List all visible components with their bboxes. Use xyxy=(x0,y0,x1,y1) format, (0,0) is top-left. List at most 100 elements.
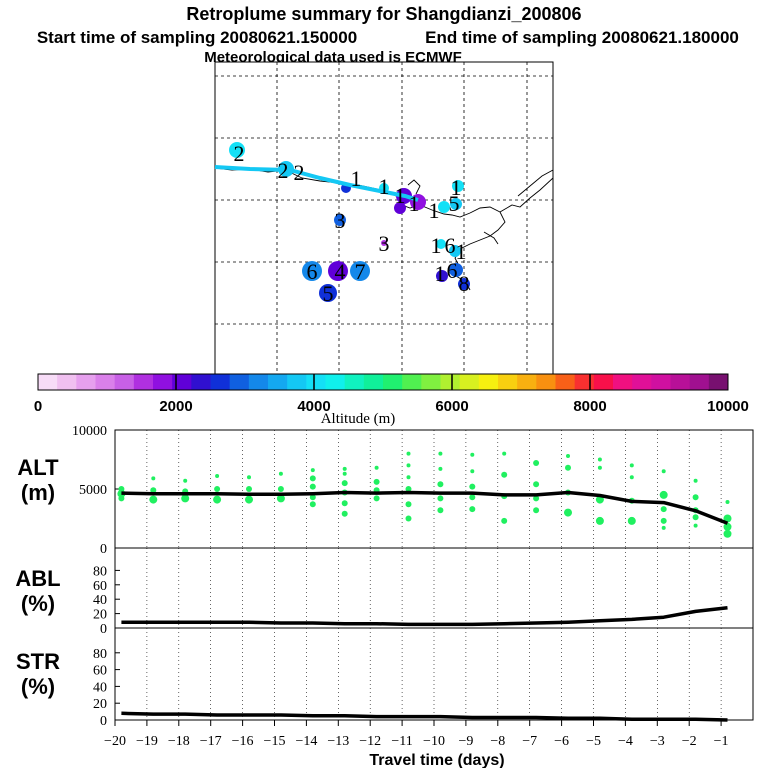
colorbar-cell xyxy=(593,374,614,390)
altitude-point xyxy=(660,517,667,524)
x-tick-label: −1 xyxy=(714,734,729,749)
colorbar-cell xyxy=(421,374,441,390)
main-title: Retroplume summary for Shangdianzi_20080… xyxy=(186,4,581,24)
x-tick-label: −7 xyxy=(522,734,537,749)
center-trajectory xyxy=(214,165,419,202)
map-number-label: 1 xyxy=(451,175,462,200)
altitude-point xyxy=(437,495,444,502)
colorbar-cell xyxy=(153,374,173,390)
altitude-point xyxy=(627,516,636,525)
altitude-point xyxy=(469,506,476,513)
altitude-point xyxy=(246,486,252,492)
colorbar-cell xyxy=(363,374,384,390)
coastline xyxy=(517,169,554,197)
y-tick-label: 20 xyxy=(93,608,107,623)
altitude-point xyxy=(469,483,476,490)
altitude-point xyxy=(723,522,732,531)
altitude-point xyxy=(309,483,316,490)
plume-dot xyxy=(319,284,337,302)
x-tick-label: −17 xyxy=(200,734,222,749)
altitude-point xyxy=(470,469,475,474)
altitude-point xyxy=(533,460,540,466)
map-number-label: 6 xyxy=(307,259,318,284)
altitude-point xyxy=(342,471,347,476)
str-panel-unit: (%) xyxy=(21,674,55,699)
map-frame xyxy=(214,61,554,375)
x-tick-label: −9 xyxy=(458,734,473,749)
colorbar-cell xyxy=(57,374,77,390)
altitude-point xyxy=(276,494,285,503)
altitude-point xyxy=(692,494,699,501)
plume-dots xyxy=(229,142,470,302)
colorbar-tick-label: 2000 xyxy=(159,398,192,415)
altitude-point xyxy=(247,475,251,480)
colorbar-cell xyxy=(210,374,231,390)
plume-dot xyxy=(438,201,450,213)
y-tick-label: 0 xyxy=(100,622,107,637)
x-tick-label: −8 xyxy=(490,734,505,749)
altitude-point xyxy=(693,478,698,483)
colorbar-cell xyxy=(651,374,671,390)
plume-dot xyxy=(229,142,245,158)
colorbar-cell xyxy=(517,374,537,390)
altitude-point xyxy=(278,471,283,476)
map-number-label: 8 xyxy=(459,271,470,296)
altitude-point xyxy=(660,506,667,513)
y-tick-label: 0 xyxy=(100,714,107,729)
altitude-point xyxy=(309,475,316,482)
altitude-point xyxy=(405,515,412,522)
colorbar-tick-label: 0 xyxy=(34,398,42,415)
y-tick-label: 20 xyxy=(93,697,107,712)
altitude-point xyxy=(629,463,634,468)
altitude-point xyxy=(214,486,221,492)
y-tick-label: 40 xyxy=(93,680,107,695)
plume-dot xyxy=(381,240,387,246)
altitude-point xyxy=(118,495,125,502)
plume-dot xyxy=(302,261,322,281)
altitude-point xyxy=(470,452,475,457)
colorbar-cell xyxy=(498,374,518,390)
altitude-point xyxy=(438,466,443,471)
altitude-point xyxy=(406,475,411,480)
alt-panel-unit: (m) xyxy=(21,480,55,505)
x-tick-label: −6 xyxy=(554,734,569,749)
altitude-point xyxy=(565,464,571,471)
altitude-point xyxy=(723,529,732,538)
colorbar-tick-label: 4000 xyxy=(297,398,330,415)
x-tick-label: −20 xyxy=(104,734,126,749)
colorbar-cells xyxy=(38,374,729,390)
colorbar-cell xyxy=(191,374,211,390)
map-number-label: 1 xyxy=(379,174,390,199)
map-number-label: 2 xyxy=(278,158,289,183)
colorbar-cell xyxy=(402,374,422,390)
altitude-point xyxy=(373,495,380,502)
x-tick-label: −14 xyxy=(295,734,317,749)
altitude-point xyxy=(564,508,572,517)
altitude-point xyxy=(405,486,412,492)
altitude-point xyxy=(277,486,284,492)
altitude-point xyxy=(597,457,602,462)
altitude-point xyxy=(661,469,666,474)
x-tick-label: −19 xyxy=(136,734,158,749)
y-tick-label: 60 xyxy=(93,664,107,679)
colorbar-cell xyxy=(248,374,269,390)
altitude-point xyxy=(629,475,634,480)
altitude-point xyxy=(405,501,412,508)
map-number-label: 1 xyxy=(429,198,440,223)
altitude-point xyxy=(723,514,732,523)
altitude-colorbar: 0 2000 4000 6000 8000 10000 Altitude (m) xyxy=(34,373,749,427)
map-number-label: 1 xyxy=(351,166,362,191)
x-tick-label: −13 xyxy=(327,734,349,749)
plume-dot xyxy=(350,261,370,281)
plume-dot xyxy=(436,270,448,282)
altitude-point xyxy=(502,451,507,456)
str-panel-label: STR xyxy=(16,649,60,674)
alt-panel: 10000 5000 0 xyxy=(72,424,754,557)
plume-dot xyxy=(328,261,348,281)
alt-panel-content: 10000 5000 0 xyxy=(72,424,754,557)
altitude-point xyxy=(597,465,602,470)
colorbar-cell xyxy=(268,374,288,390)
